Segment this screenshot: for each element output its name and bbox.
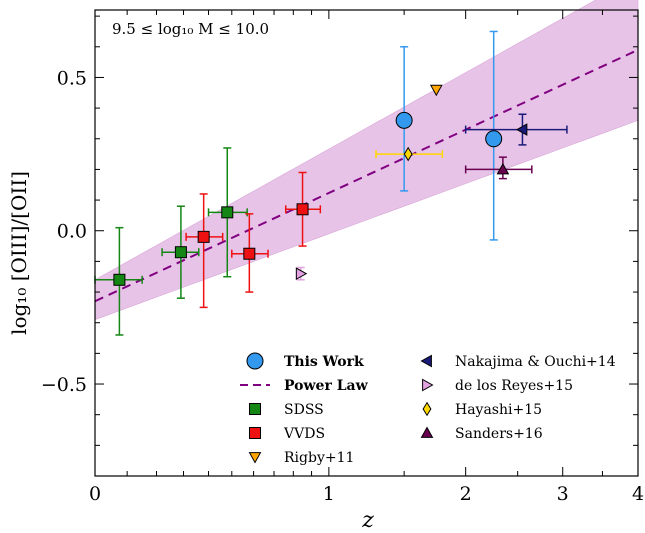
marker	[429, 84, 443, 97]
power-law-band-layer	[94, 0, 639, 321]
legend-swatch	[422, 401, 432, 417]
marker	[296, 203, 309, 216]
data-point-hayashi-15	[375, 146, 444, 162]
x-tick-label: 2	[460, 483, 472, 505]
data-point-this-work	[395, 46, 413, 192]
legend-swatch	[248, 452, 262, 464]
legend-swatch	[420, 354, 432, 368]
mass-range-annotation: 9.5 ≤ log₁₀ M ≤ 10.0	[112, 20, 269, 38]
marker	[485, 130, 503, 148]
marker	[243, 247, 256, 260]
y-tick-label: −0.5	[41, 374, 87, 396]
legend-label: de los Reyes+15	[455, 378, 573, 394]
x-axis-title: z	[361, 508, 374, 533]
legend-label: VVDS	[283, 426, 325, 442]
data-point-vvds	[231, 213, 269, 293]
marker	[496, 162, 510, 175]
data-point-rigby-11	[429, 84, 443, 97]
legend-swatch	[246, 352, 264, 370]
legend-label: Sanders+16	[455, 426, 543, 442]
y-tick-label: 0.5	[57, 67, 87, 89]
x-tick-label: 4	[632, 483, 644, 505]
legend-item: Rigby+11	[248, 450, 354, 466]
y-axis-title: log₁₀ [OIII]/[OII]	[7, 171, 31, 335]
power-law-line-layer	[94, 48, 639, 303]
data-point-this-work	[485, 30, 503, 241]
legend-label: SDSS	[284, 402, 324, 418]
legend-label: Power Law	[284, 378, 369, 394]
data-point-sdss	[161, 205, 200, 299]
data-point-sdss	[207, 147, 248, 278]
legend-swatch	[422, 378, 434, 392]
legend-item: SDSS	[249, 402, 324, 418]
axis-ticks-layer: 0 1 2 3 4 −0.5 0.0 0.5	[41, 10, 644, 505]
legend-swatch	[249, 403, 261, 415]
legend-swatch	[420, 426, 434, 438]
legend-item: Power Law	[240, 378, 369, 394]
legend-label: Rigby+11	[284, 450, 354, 466]
marker	[221, 206, 234, 219]
legend-item: VVDS	[249, 426, 325, 442]
data-point-vvds	[284, 171, 322, 247]
marker	[174, 246, 187, 259]
legend: This Work Power Law SDSS VVDS Rigby+11 Nakaji…	[240, 352, 616, 466]
data-points-layer	[94, 30, 568, 336]
power-law-band	[94, 0, 639, 321]
x-tick-label: 1	[323, 483, 335, 505]
legend-item: This Work	[246, 352, 364, 370]
x-tick-label: 0	[89, 483, 101, 505]
plot-frame	[94, 9, 639, 477]
marker	[197, 230, 210, 243]
legend-item: de los Reyes+15	[422, 378, 573, 394]
data-point-vvds	[185, 193, 224, 309]
marker	[403, 146, 413, 162]
data-point-nakajima-ouchi-14	[464, 113, 568, 146]
marker	[395, 111, 413, 129]
legend-item: Hayashi+15	[422, 401, 542, 418]
x-tick-label: 3	[557, 483, 569, 505]
marker	[295, 267, 308, 281]
data-point-sanders-16	[464, 156, 533, 180]
legend-swatch	[249, 427, 261, 439]
legend-label: This Work	[284, 354, 364, 370]
legend-label: Nakajima & Ouchi+14	[455, 354, 616, 370]
data-point-de-los-reyes-15	[295, 266, 308, 281]
power-law-line	[94, 48, 639, 303]
marker	[515, 123, 528, 136]
legend-item: Nakajima & Ouchi+14	[420, 354, 616, 370]
y-tick-label: 0.0	[57, 221, 87, 243]
legend-label: Hayashi+15	[455, 402, 542, 418]
legend-item: Sanders+16	[420, 426, 543, 442]
marker	[113, 273, 126, 286]
